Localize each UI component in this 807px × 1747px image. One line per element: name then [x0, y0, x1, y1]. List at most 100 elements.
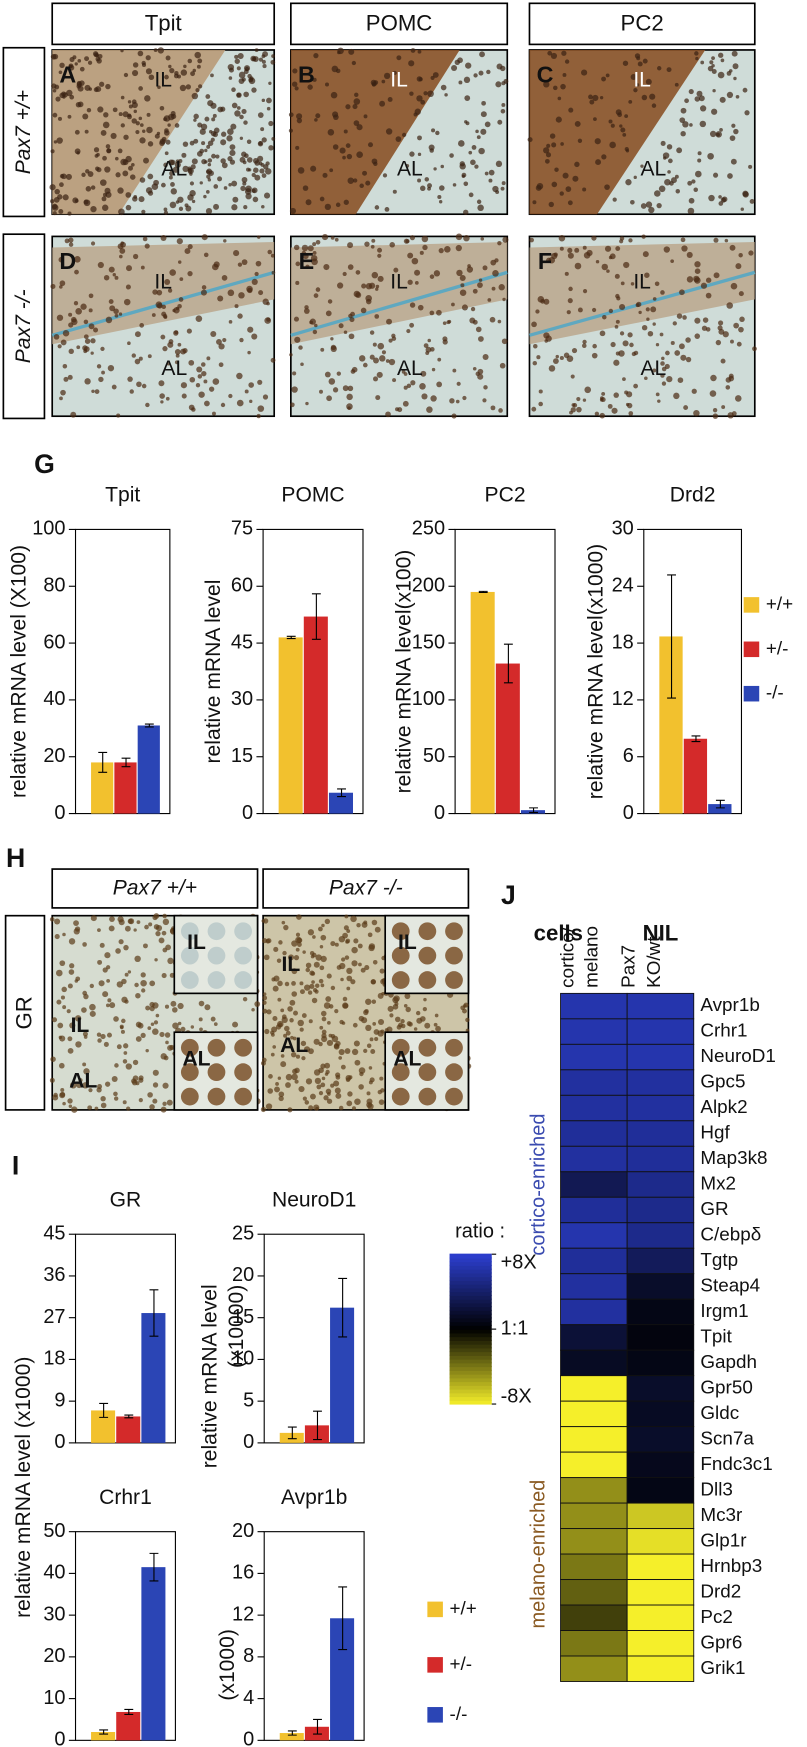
nucleus	[693, 275, 700, 283]
nucleus	[112, 273, 116, 277]
nucleus	[182, 165, 189, 173]
nucleus	[68, 1104, 73, 1109]
nucleus	[321, 1016, 327, 1022]
nucleus	[271, 1026, 278, 1033]
heatmap-cell	[626, 1451, 695, 1479]
nucleus	[200, 362, 206, 367]
bar	[91, 1731, 116, 1741]
heatmap-cell	[626, 1324, 695, 1351]
nucleus	[733, 76, 737, 81]
nucleus	[84, 84, 91, 91]
nucleus	[375, 395, 381, 401]
nucleus	[300, 1040, 307, 1047]
nucleus	[686, 251, 693, 258]
nucleus	[713, 272, 720, 279]
nucleus	[314, 118, 318, 122]
nucleus	[60, 995, 66, 1000]
nucleus	[693, 409, 700, 417]
nucleus	[145, 55, 151, 61]
nucleus	[162, 346, 168, 352]
nucleus	[680, 237, 686, 243]
nucleus	[179, 84, 187, 92]
nucleus	[739, 316, 745, 323]
nucleus	[98, 980, 105, 987]
nucleus	[359, 183, 364, 189]
nucleus	[257, 141, 264, 147]
nucleus	[74, 62, 78, 66]
nucleus	[93, 147, 100, 153]
y-tick-label: 36	[43, 1264, 65, 1286]
nucleus	[345, 143, 351, 148]
nucleus	[267, 249, 273, 255]
nucleus	[61, 986, 67, 993]
nucleus	[548, 365, 556, 372]
error-bar	[144, 723, 154, 728]
nucleus	[315, 1106, 319, 1111]
nucleus	[168, 175, 173, 180]
nucleus	[557, 96, 562, 101]
nucleus	[712, 413, 719, 419]
nucleus	[52, 211, 57, 216]
nucleus	[709, 60, 714, 65]
nucleus	[217, 176, 223, 182]
nucleus	[243, 120, 248, 125]
nucleus	[321, 234, 329, 241]
nucleus	[164, 128, 169, 133]
nucleus	[293, 316, 299, 322]
nucleus	[153, 1020, 159, 1025]
nucleus	[75, 976, 81, 982]
nucleus	[555, 116, 562, 123]
nucleus	[229, 149, 236, 157]
nucleus	[198, 391, 205, 398]
nucleus	[73, 301, 79, 306]
nucleus	[625, 179, 632, 186]
nucleus	[139, 137, 146, 144]
nucleus	[472, 288, 478, 294]
column-header: PC2	[621, 10, 664, 35]
nucleus	[260, 127, 265, 132]
nucleus	[343, 925, 349, 931]
nucleus	[312, 77, 317, 82]
inset-nucleus	[418, 1038, 437, 1057]
nucleus	[207, 140, 214, 146]
nucleus	[473, 73, 478, 78]
nucleus	[665, 350, 670, 356]
nucleus	[571, 347, 578, 354]
nucleus	[100, 130, 107, 136]
nucleus	[680, 107, 687, 114]
nucleus	[405, 1006, 411, 1013]
nucleus	[288, 954, 295, 961]
region-label: AL	[640, 357, 666, 380]
row-label: Steap4	[700, 1274, 760, 1295]
nucleus	[547, 50, 553, 56]
nucleus	[503, 78, 509, 84]
nucleus	[312, 329, 318, 335]
nucleus	[140, 265, 145, 270]
column-header: Pax7 +/+	[113, 877, 197, 900]
nucleus	[307, 245, 314, 252]
nucleus	[184, 248, 191, 255]
nucleus	[683, 405, 689, 411]
nucleus	[354, 1098, 361, 1106]
nucleus	[604, 184, 610, 190]
nucleus	[421, 235, 429, 243]
nucleus	[264, 1028, 270, 1035]
nucleus	[323, 1095, 329, 1101]
nucleus	[562, 172, 569, 179]
y-tick-label: 0	[54, 1431, 65, 1453]
nucleus	[56, 999, 62, 1005]
y-tick-label: 12	[612, 688, 634, 710]
nucleus	[243, 91, 249, 98]
nucleus	[640, 203, 647, 209]
region-label: IL	[633, 69, 651, 92]
nucleus	[178, 159, 183, 164]
nucleus	[336, 965, 342, 970]
y-tick-label: 20	[232, 1520, 254, 1542]
nucleus	[674, 82, 679, 87]
nucleus	[538, 401, 543, 407]
nucleus	[126, 265, 133, 272]
y-tick-label: 30	[612, 518, 634, 540]
inset-nucleus	[207, 1063, 226, 1082]
nucleus	[707, 152, 714, 160]
nucleus	[388, 338, 393, 343]
